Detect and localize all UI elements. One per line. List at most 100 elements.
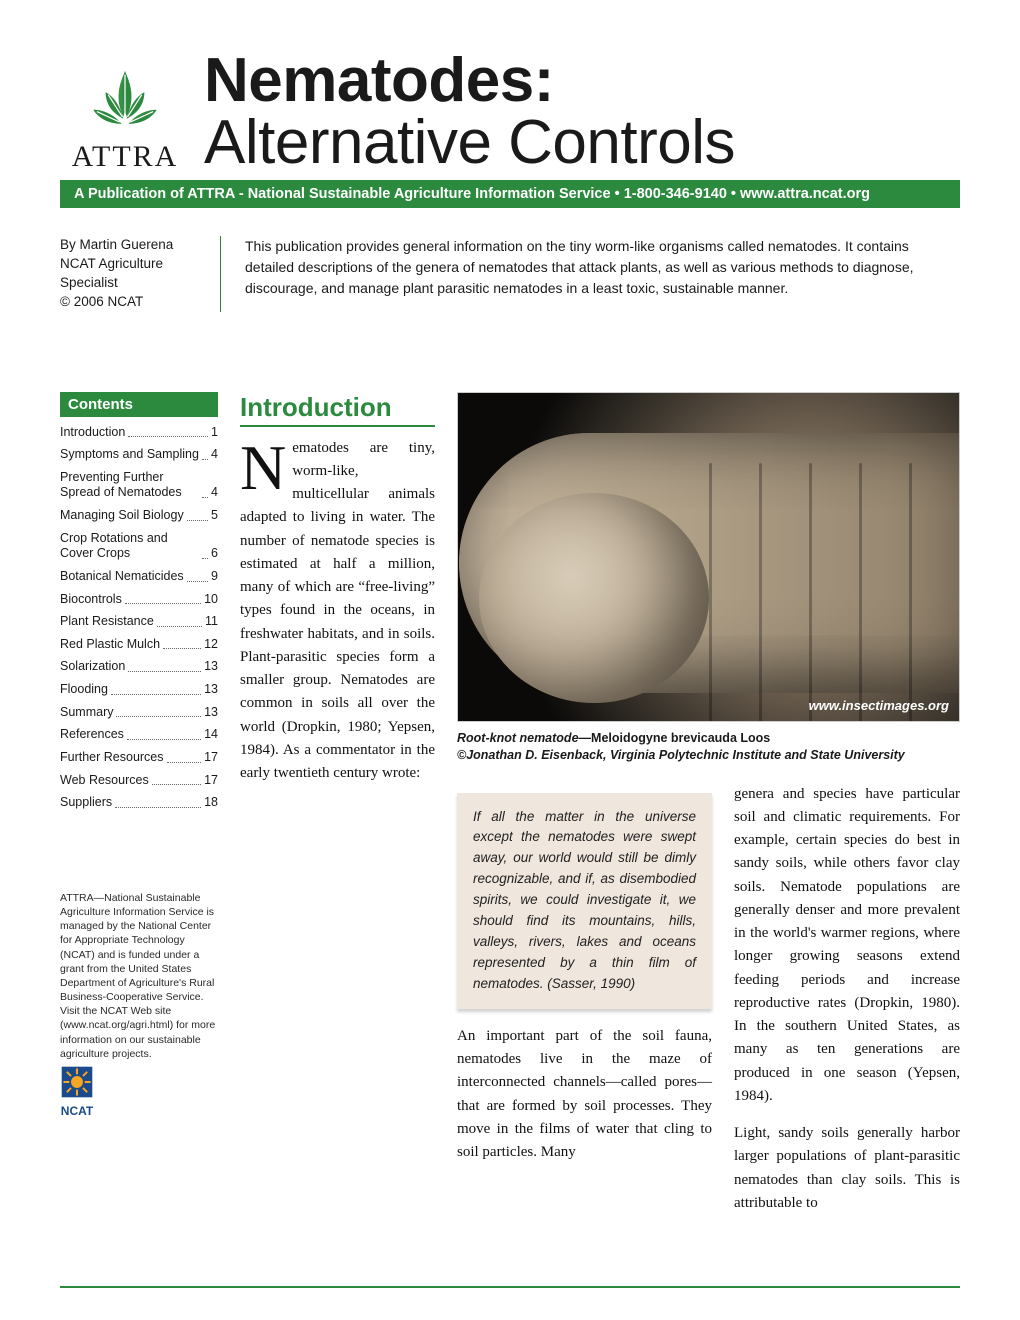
dropcap: N bbox=[240, 437, 292, 495]
table-of-contents: Introduction1Symptoms and Sampling4Preve… bbox=[60, 425, 218, 811]
toc-dots bbox=[116, 716, 201, 717]
header: ATTRA Nematodes: Alternative Controls bbox=[60, 50, 960, 174]
toc-page: 14 bbox=[204, 727, 218, 743]
toc-page: 5 bbox=[211, 508, 218, 524]
toc-item: Red Plastic Mulch 12 bbox=[60, 637, 218, 653]
toc-dots bbox=[202, 558, 208, 559]
toc-dots bbox=[125, 603, 201, 604]
leaf-icon bbox=[81, 65, 169, 142]
toc-label: Crop Rotations and Cover Crops bbox=[60, 531, 199, 562]
bottom-col-b: genera and species have particular soil … bbox=[734, 783, 960, 1216]
bottom-two-col: If all the matter in the universe except… bbox=[457, 783, 960, 1216]
toc-page: 4 bbox=[211, 447, 218, 463]
toc-dots bbox=[157, 626, 202, 627]
sun-icon bbox=[60, 1065, 94, 1103]
author-role-1: NCAT Agriculture bbox=[60, 255, 196, 274]
attra-logo: ATTRA bbox=[60, 65, 190, 174]
footer-rule bbox=[60, 1286, 960, 1288]
attra-footer-note: ATTRA—National Sustainable Agriculture I… bbox=[60, 891, 218, 1119]
toc-label: Symptoms and Sampling bbox=[60, 447, 199, 463]
toc-page: 17 bbox=[204, 750, 218, 766]
attra-note-text: ATTRA—National Sustainable Agriculture I… bbox=[60, 892, 215, 1060]
toc-item: References14 bbox=[60, 727, 218, 743]
toc-item: Summary 13 bbox=[60, 705, 218, 721]
toc-item: Preventing Further Spread of Nematodes 4 bbox=[60, 470, 218, 501]
toc-item: Crop Rotations and Cover Crops 6 bbox=[60, 531, 218, 562]
contents-heading: Contents bbox=[60, 392, 218, 417]
toc-dots bbox=[187, 520, 208, 521]
toc-label: Red Plastic Mulch bbox=[60, 637, 160, 653]
main-content: Contents Introduction 1 Symptoms and Sampl… bbox=[60, 392, 960, 1216]
caption-credit: ©Jonathan D. Eisenback, Virginia Polytec… bbox=[457, 748, 905, 762]
intro-paragraph: Nematodes are tiny, worm-like, multicell… bbox=[240, 437, 435, 786]
toc-page: 10 bbox=[204, 592, 218, 608]
toc-page: 13 bbox=[204, 659, 218, 675]
toc-item: Solarization 13 bbox=[60, 659, 218, 675]
right-column: www.insectimages.org Root-knot nematode—… bbox=[457, 392, 960, 1216]
middle-column: Introduction Nematodes are tiny, worm-li… bbox=[240, 392, 435, 1216]
toc-label: Web Resources bbox=[60, 773, 149, 789]
image-source-credit: www.insectimages.org bbox=[809, 698, 949, 713]
toc-dots bbox=[115, 807, 201, 808]
toc-page: 13 bbox=[204, 682, 218, 698]
document-title: Nematodes: Alternative Controls bbox=[204, 50, 960, 174]
nematode-image: www.insectimages.org bbox=[457, 392, 960, 722]
toc-dots bbox=[128, 671, 201, 672]
title-line-1: Nematodes: bbox=[204, 50, 960, 112]
ncat-badge-text: NCAT bbox=[61, 1103, 93, 1119]
author-role-2: Specialist bbox=[60, 274, 196, 293]
toc-dots bbox=[167, 762, 202, 763]
publication-banner: A Publication of ATTRA - National Sustai… bbox=[60, 180, 960, 208]
figure-caption: Root-knot nematode—Meloidogyne brevicaud… bbox=[457, 730, 960, 765]
author-copyright: © 2006 NCAT bbox=[60, 293, 196, 312]
toc-dots bbox=[202, 459, 208, 460]
toc-page: 6 bbox=[211, 546, 218, 562]
toc-label: Introduction bbox=[60, 425, 125, 441]
toc-dots bbox=[152, 784, 201, 785]
author-by: By Martin Guerena bbox=[60, 236, 196, 255]
toc-item: Further Resources 17 bbox=[60, 750, 218, 766]
toc-page: 12 bbox=[204, 637, 218, 653]
toc-page: 13 bbox=[204, 705, 218, 721]
toc-dots bbox=[128, 436, 208, 437]
toc-dots bbox=[163, 648, 201, 649]
right-para-2: Light, sandy soils generally harbor larg… bbox=[734, 1122, 960, 1215]
toc-label: Solarization bbox=[60, 659, 125, 675]
caption-species: —Meloidogyne brevicauda Loos bbox=[579, 731, 771, 745]
toc-label: Plant Resistance bbox=[60, 614, 154, 630]
toc-item: Biocontrols 10 bbox=[60, 592, 218, 608]
toc-label: Botanical Nematicides bbox=[60, 569, 184, 585]
toc-item: Introduction 1 bbox=[60, 425, 218, 441]
toc-item: Web Resources 17 bbox=[60, 773, 218, 789]
toc-label: Preventing Further Spread of Nematodes bbox=[60, 470, 199, 501]
toc-item: Symptoms and Sampling 4 bbox=[60, 447, 218, 463]
title-line-2: Alternative Controls bbox=[204, 112, 960, 174]
toc-item: Flooding 13 bbox=[60, 682, 218, 698]
caption-species-label: Root-knot nematode bbox=[457, 731, 579, 745]
toc-item: Suppliers18 bbox=[60, 795, 218, 811]
toc-label: Summary bbox=[60, 705, 113, 721]
toc-label: Biocontrols bbox=[60, 592, 122, 608]
bottom-col-a: If all the matter in the universe except… bbox=[457, 783, 712, 1216]
abstract-text: This publication provides general inform… bbox=[245, 236, 960, 312]
toc-page: 9 bbox=[211, 569, 218, 585]
left-column: Contents Introduction 1 Symptoms and Sampl… bbox=[60, 392, 218, 1216]
toc-page: 4 bbox=[211, 485, 218, 501]
toc-page: 17 bbox=[204, 773, 218, 789]
toc-label: Further Resources bbox=[60, 750, 164, 766]
toc-dots bbox=[187, 581, 208, 582]
toc-dots bbox=[111, 694, 201, 695]
logo-text: ATTRA bbox=[72, 140, 179, 174]
toc-label: Managing Soil Biology bbox=[60, 508, 184, 524]
figure: www.insectimages.org Root-knot nematode—… bbox=[457, 392, 960, 765]
toc-dots bbox=[202, 497, 208, 498]
toc-label: Suppliers bbox=[60, 795, 112, 811]
toc-label: Flooding bbox=[60, 682, 108, 698]
ncat-badge: NCAT bbox=[60, 1065, 94, 1119]
pull-quote: If all the matter in the universe except… bbox=[457, 793, 712, 1009]
toc-page: 1 bbox=[211, 425, 218, 441]
after-quote-text: An important part of the soil fauna, nem… bbox=[457, 1025, 712, 1165]
toc-dots bbox=[127, 739, 201, 740]
vertical-divider bbox=[220, 236, 221, 312]
toc-page: 11 bbox=[205, 614, 218, 630]
